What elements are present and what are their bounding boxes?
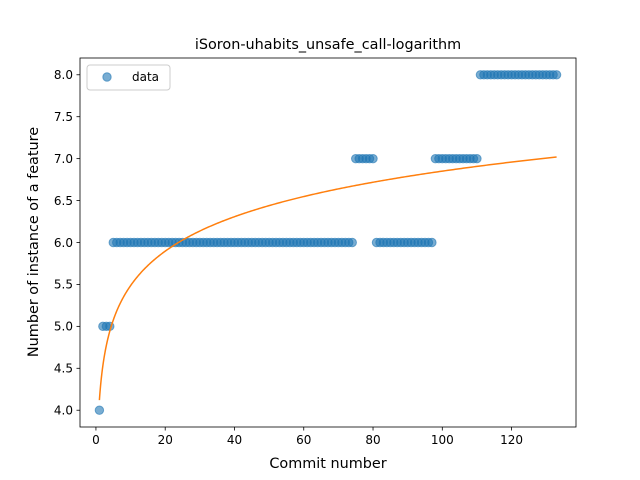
y-tick-label: 8.0 — [54, 68, 73, 82]
y-tick-label: 5.0 — [54, 320, 73, 334]
y-axis-label: Number of instance of a feature — [26, 127, 42, 357]
x-tick-label: 120 — [500, 433, 523, 447]
legend-label: data — [132, 70, 159, 84]
legend: data — [86, 64, 171, 91]
y-tick-label: 6.0 — [54, 236, 73, 250]
x-tick-label: 60 — [296, 433, 311, 447]
y-tick-label: 6.5 — [54, 194, 73, 208]
data-point — [551, 70, 562, 80]
y-tick-label: 5.5 — [54, 278, 73, 292]
x-tick-label: 0 — [92, 433, 100, 447]
data-point — [347, 237, 357, 248]
plot-area: 0 20 40 60 80 100 120 4.0 4.5 5.0 5.5 6.0 6.5 7.0 7.5 8… — [54, 57, 577, 447]
data-point — [427, 237, 437, 248]
data-point — [472, 153, 482, 164]
data-point — [94, 405, 105, 415]
x-tick-label: 100 — [431, 433, 454, 447]
y-tick-label: 4.0 — [54, 404, 73, 418]
y-tick-label: 4.5 — [54, 362, 73, 376]
chart-title: iSoron-uhabits_unsafe_call-logarithm — [195, 37, 461, 53]
legend-box — [86, 64, 171, 91]
x-tick-label: 40 — [227, 433, 242, 447]
y-tick-label: 7.5 — [54, 110, 73, 124]
x-tick-label: 80 — [365, 433, 380, 447]
x-axis-label: Commit number — [269, 456, 386, 472]
data-point — [368, 153, 378, 164]
legend-marker — [102, 72, 112, 82]
y-tick-label: 7.0 — [54, 152, 73, 166]
x-tick-label: 20 — [158, 433, 173, 447]
fit-curve — [98, 156, 557, 401]
